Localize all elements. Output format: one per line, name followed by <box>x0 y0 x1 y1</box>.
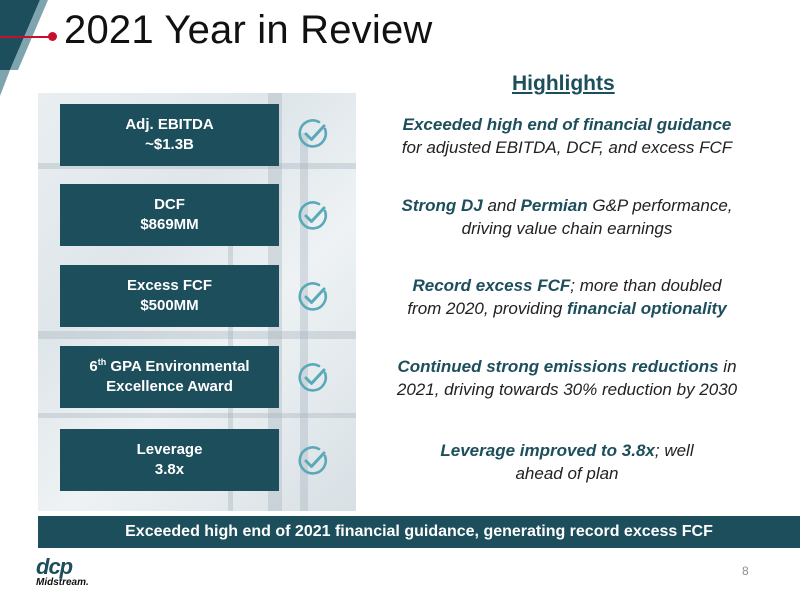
highlight-dj-permian: Strong DJ and Permian G&P performance, d… <box>401 196 733 238</box>
metric-label: Excess FCF <box>126 277 213 294</box>
page-title: 2021 Year in Review <box>64 8 433 52</box>
metric-value: $500MM <box>140 297 199 314</box>
metric-value: $869MM <box>140 216 199 233</box>
metric-excess-fcf: Excess FCF $500MM <box>60 265 279 327</box>
check-circle-icon <box>298 282 328 311</box>
highlight-leverage: Leverage improved to 3.8x; well ahead of… <box>440 441 694 483</box>
page-number: 8 <box>742 564 749 578</box>
metric-adj-ebitda: Adj. EBITDA ~$1.3B <box>60 104 279 166</box>
metric-label: 6th GPA Environmental <box>89 357 250 376</box>
company-logo: dcp Midstream. <box>36 556 96 592</box>
title-accent-line <box>0 36 52 38</box>
check-circle-icon <box>298 363 328 392</box>
metric-label: DCF <box>154 196 185 213</box>
highlight-emissions: Continued strong emissions reductions in… <box>396 357 738 399</box>
summary-banner: Exceeded high end of 2021 financial guid… <box>38 516 800 548</box>
logo-subtext: Midstream. <box>36 577 89 588</box>
metric-leverage: Leverage 3.8x <box>60 429 279 491</box>
metric-label: Leverage <box>136 441 203 458</box>
check-circle-icon <box>298 201 328 230</box>
check-circle-icon <box>298 446 328 475</box>
metric-dcf: DCF $869MM <box>60 184 279 246</box>
metric-value: Excellence Award <box>106 378 233 395</box>
metric-label: Adj. EBITDA <box>125 116 214 133</box>
highlights-heading: Highlights <box>512 72 615 95</box>
check-circle-icon <box>298 119 328 148</box>
metric-value: 3.8x <box>154 461 185 478</box>
highlight-financial-guidance: Exceeded high end of financial guidance … <box>401 115 733 157</box>
title-accent-dot <box>48 32 57 41</box>
metric-gpa-award: 6th GPA Environmental Excellence Award <box>60 346 279 408</box>
metric-value: ~$1.3B <box>145 136 194 153</box>
logo-wordmark: dcp <box>36 554 73 579</box>
highlight-record-fcf: Record excess FCF; more than doubled fro… <box>407 276 727 318</box>
